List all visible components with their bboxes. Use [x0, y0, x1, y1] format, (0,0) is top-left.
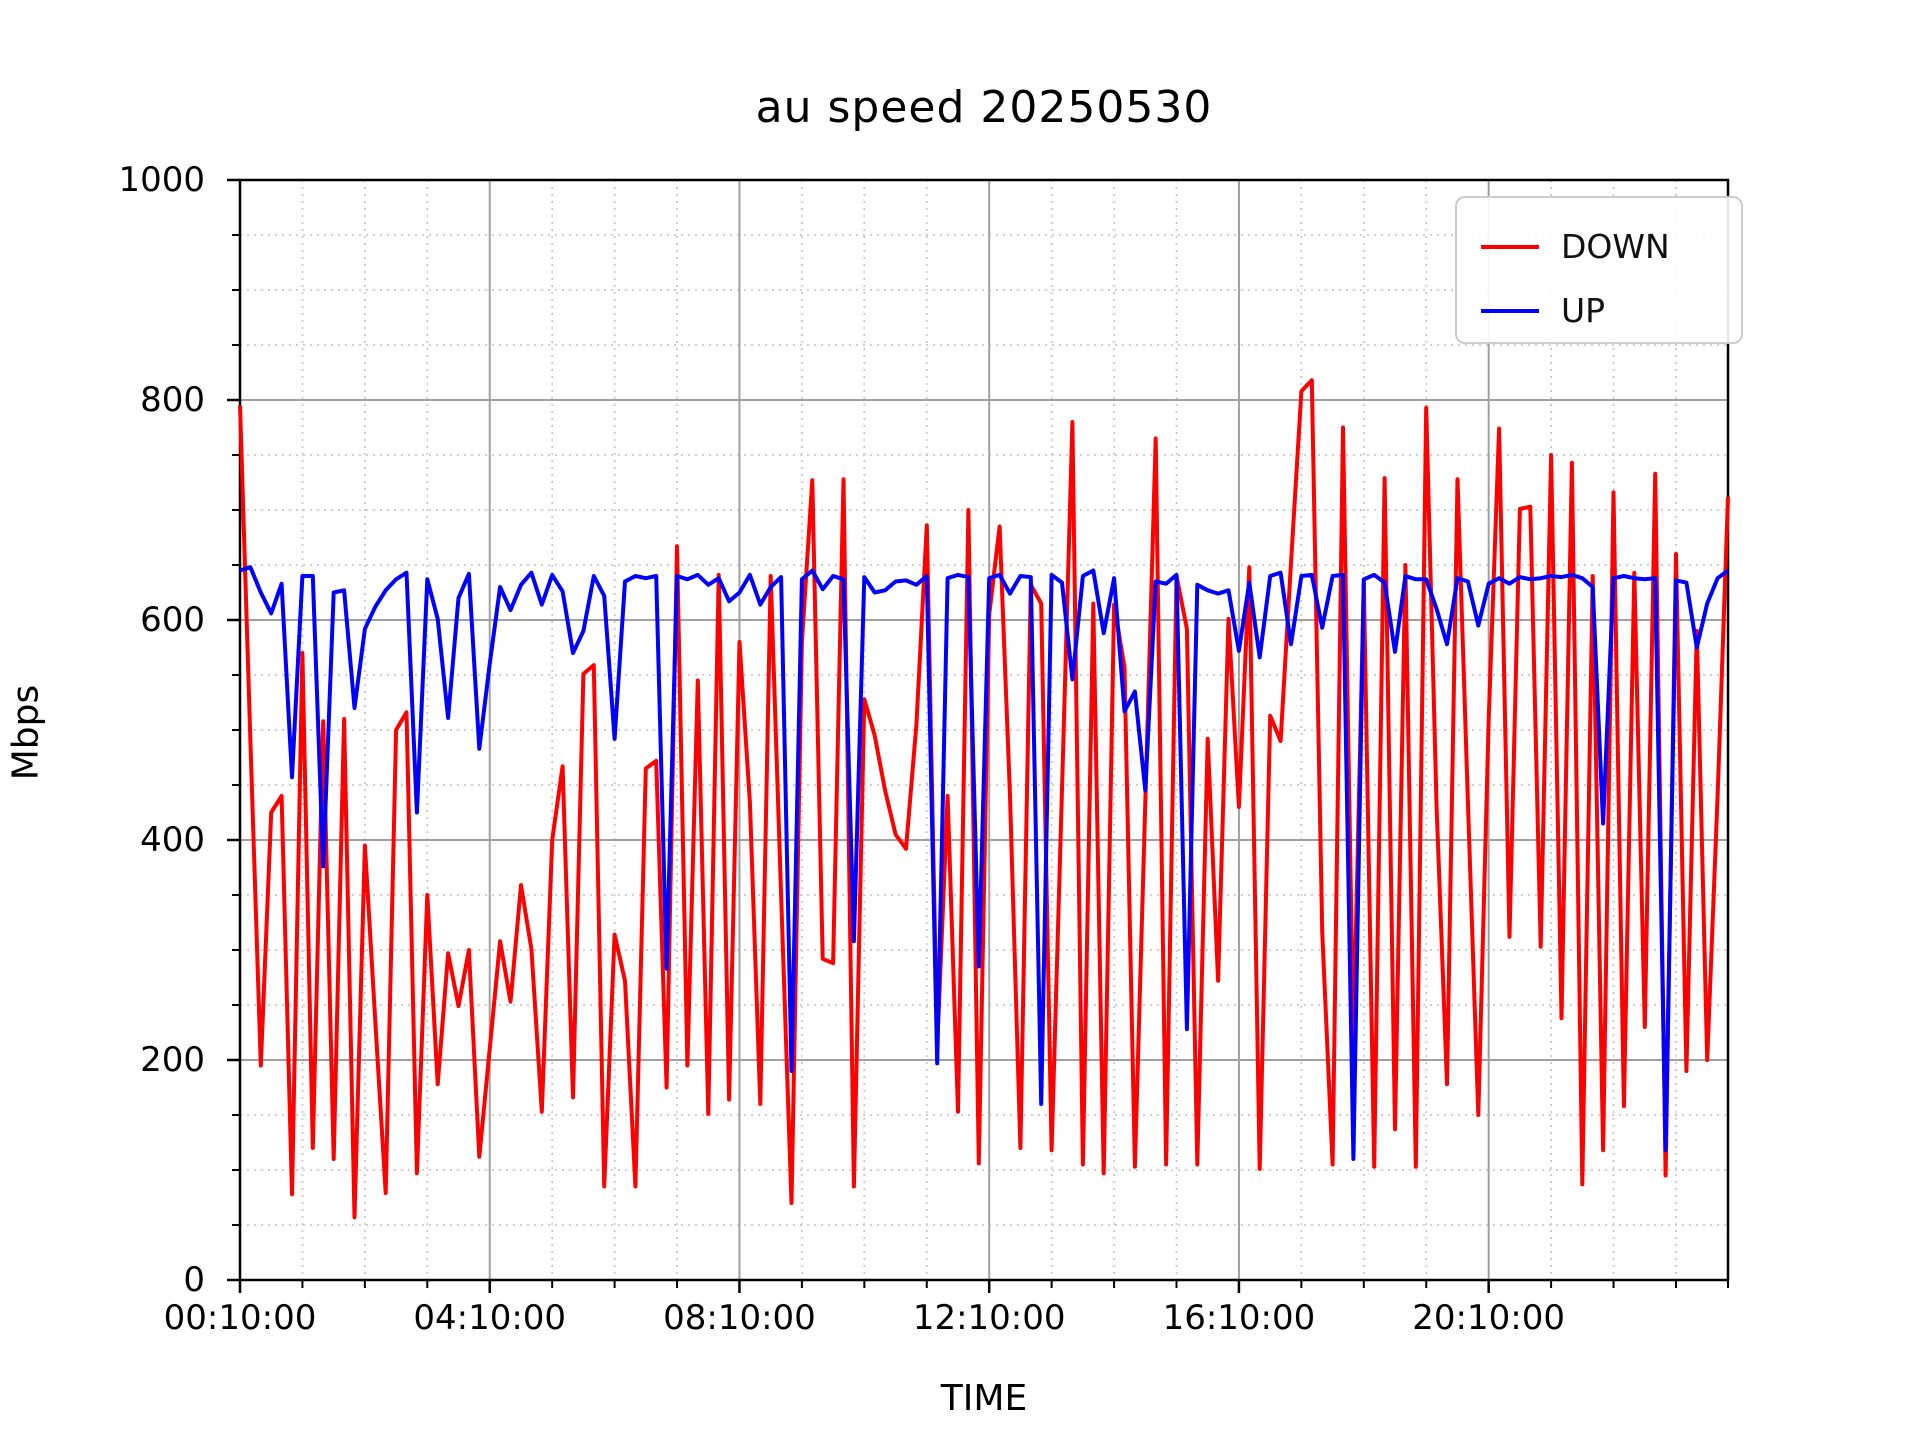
y-tick-label: 0: [183, 1260, 205, 1300]
x-tick-label: 12:10:00: [912, 1298, 1066, 1338]
up-line-swatch: [1481, 309, 1539, 313]
x-tick-label: 08:10:00: [663, 1298, 816, 1338]
down-line-swatch: [1481, 245, 1539, 249]
y-axis-label: Mbps: [5, 684, 47, 781]
chart-title: au speed 20250530: [755, 82, 1213, 133]
y-tick-label: 600: [140, 600, 205, 640]
x-axis-label: TIME: [940, 1378, 1028, 1419]
y-tick-label: 800: [140, 380, 205, 420]
y-tick-label: 1000: [118, 160, 205, 200]
y-tick-label: 200: [140, 1040, 205, 1080]
series-up-line: [239, 565, 1730, 1161]
legend-entry-down: DOWN: [1481, 230, 1670, 263]
series-down-line: [238, 378, 1730, 1220]
legend-entry-up: UP: [1481, 294, 1605, 327]
x-tick-label: 16:10:00: [1162, 1298, 1316, 1338]
legend: DOWN UP: [1455, 196, 1743, 344]
x-tick-label: 00:10:00: [163, 1298, 317, 1338]
x-tick-label: 04:10:00: [413, 1298, 567, 1338]
y-tick-label: 400: [140, 820, 205, 860]
x-tick-label: 20:10:00: [1412, 1298, 1565, 1338]
